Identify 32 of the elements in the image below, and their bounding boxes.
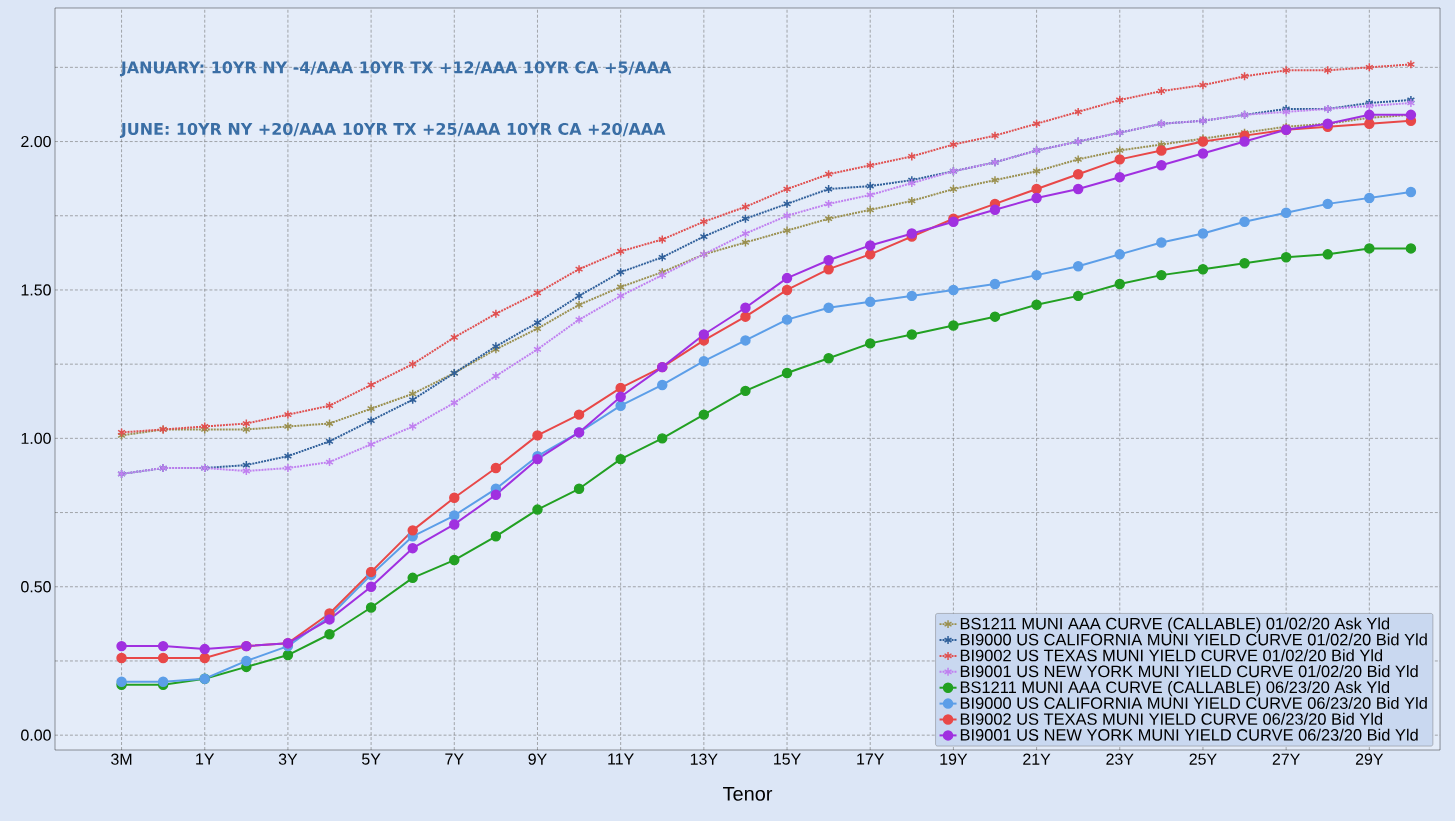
- y-tick-label: 2.00: [21, 135, 51, 148]
- x-axis-title: Tenor: [723, 786, 773, 801]
- x-tick-label: 5Y: [362, 753, 381, 765]
- x-tick-label: 13Y: [690, 753, 718, 765]
- x-tick-label: 3M: [111, 753, 132, 765]
- x-tick-label: 27Y: [1272, 753, 1300, 765]
- x-tick-label: 29Y: [1355, 753, 1384, 765]
- legend-label: BI9002 US TEXAS MUNI YIELD CURVE 06/23/20 Bid Yld: [960, 712, 1383, 725]
- x-tick-label: 17Y: [857, 753, 885, 765]
- x-tick-label: 11Y: [608, 753, 634, 765]
- annotation: JUNE: 10YR NY +20/AAA 10YR TX +25/AAA 10YR CA +20/AAA: [119, 122, 666, 138]
- legend-label: BI9000 US CALIFORNIA MUNI YIELD CURVE 06/23/20 Bid Yld: [960, 696, 1427, 709]
- legend-label: BI9001 US NEW YORK MUNI YIELD CURVE 06/23/20 Bid Yld: [960, 728, 1418, 741]
- legend-label: BI9001 US NEW YORK MUNI YIELD CURVE 01/02/20 Bid Yld: [960, 665, 1418, 678]
- y-tick-label: 0.00: [21, 729, 51, 741]
- legend-label: BI9000 US CALIFORNIA MUNI YIELD CURVE 01/02/20 Bid Yld: [960, 633, 1427, 646]
- x-tick-label: 23Y: [1106, 753, 1134, 765]
- x-tick-label: 25Y: [1189, 753, 1217, 765]
- x-tick-label: 3Y: [278, 753, 298, 765]
- x-tick-label: 21Y: [1023, 753, 1051, 765]
- x-tick-label: 9Y: [528, 753, 547, 765]
- y-tick-label: 1.00: [21, 432, 51, 444]
- x-tick-label: 7Y: [445, 753, 464, 765]
- x-tick-label: 1Y: [196, 753, 215, 765]
- y-tick-label: 1.50: [21, 284, 51, 296]
- legend-label: BI9002 US TEXAS MUNI YIELD CURVE 01/02/20 Bid Yld: [960, 649, 1383, 662]
- y-tick-label: 0.50: [21, 581, 51, 593]
- x-tick-label: 15Y: [774, 753, 801, 765]
- legend-label: BS1211 MUNI AAA CURVE (CALLABLE) 01/02/20 Ask Yld: [960, 617, 1390, 633]
- legend-label: BS1211 MUNI AAA CURVE (CALLABLE) 06/23/20 Ask Yld: [960, 681, 1390, 697]
- x-tick-label: 19Y: [940, 753, 968, 765]
- annotation: JANUARY: 10YR NY -4/AAA 10YR TX +12/AAA 10YR CA +5/AAA: [119, 61, 672, 77]
